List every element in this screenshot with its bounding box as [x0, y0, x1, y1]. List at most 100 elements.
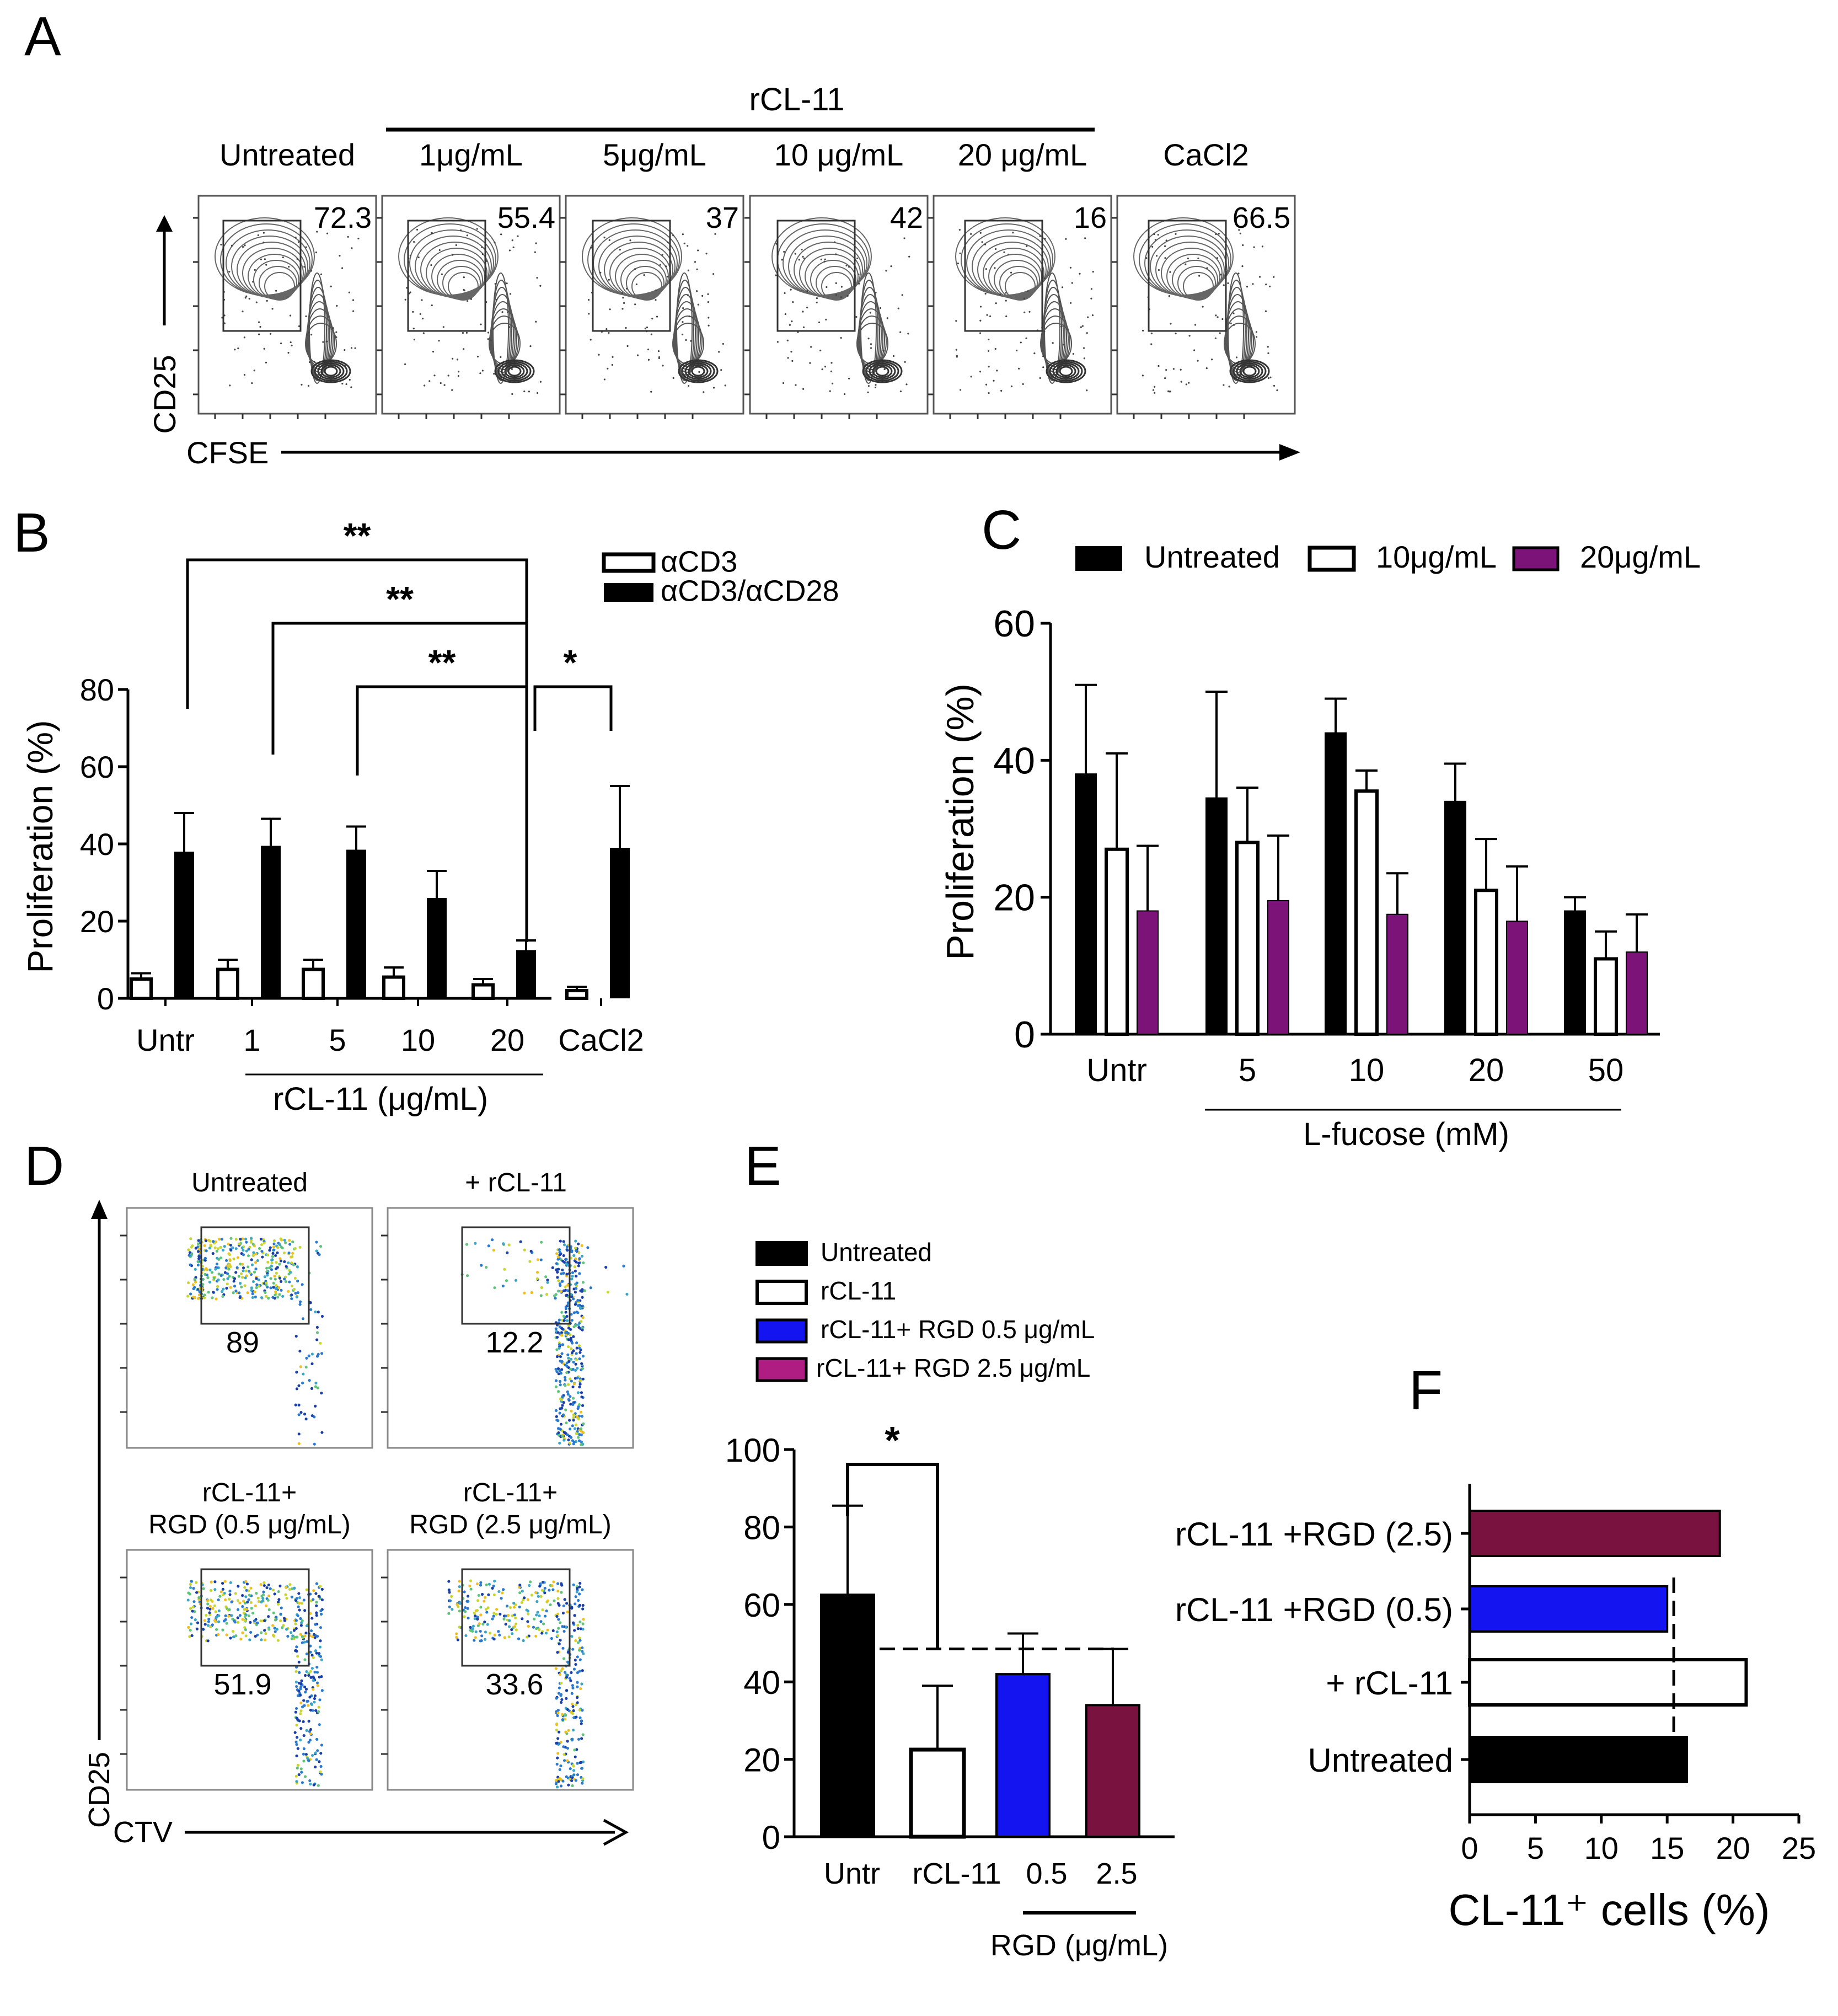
flow-dot [629, 239, 631, 242]
dot-plot-event [456, 1603, 459, 1606]
dot-plot-event [209, 1598, 213, 1602]
flow-dot [835, 253, 837, 255]
dot-plot-event [293, 1635, 296, 1639]
dot-plot-event [561, 1327, 564, 1330]
flow-dot [690, 340, 692, 342]
dot-plot-event [505, 1279, 508, 1282]
dot-plot-event [571, 1621, 575, 1624]
flow-dot [1216, 257, 1218, 259]
x-tick-label: 50 [1588, 1052, 1624, 1088]
dot-plot-event [309, 1650, 312, 1654]
flow-dot [1255, 336, 1258, 338]
flow-dot [1267, 352, 1269, 354]
dot-plot-event [575, 1341, 578, 1345]
dot-plot-event [281, 1626, 284, 1629]
dot-plot-event [251, 1292, 254, 1296]
dot-plot-event [558, 1603, 561, 1607]
legend-swatch-e-untreated [755, 1241, 808, 1266]
dot-plot-event [575, 1281, 578, 1285]
dot-plot-event [314, 1751, 317, 1755]
dot-plot-event [573, 1748, 576, 1752]
dot-plot-event [563, 1376, 567, 1379]
flow-dot [899, 390, 902, 393]
dot-plot-event [273, 1239, 276, 1242]
dot-plot-event [254, 1635, 257, 1638]
dot-plot-event [214, 1268, 217, 1271]
dot-plot-event [213, 1604, 216, 1607]
flow-dot [959, 252, 961, 254]
dot-plot-event [580, 1761, 583, 1764]
dot-plot-event [262, 1242, 266, 1245]
panel-letter-e: E [744, 1135, 781, 1197]
dot-plot-event [265, 1284, 268, 1287]
dot-plot-event [316, 1684, 319, 1687]
dot-plot-event [555, 1785, 559, 1789]
dot-plot-event [580, 1737, 583, 1740]
dot-plot-event [243, 1586, 247, 1589]
flow-dot [587, 299, 590, 301]
dot-plot-event [285, 1586, 288, 1589]
flow-dot [462, 332, 464, 334]
dot-plot-event [573, 1614, 576, 1617]
dot-plot-event [581, 1404, 585, 1407]
dot-plot-event [301, 1641, 304, 1644]
dot-plot-event [500, 1597, 503, 1600]
flow-dot [500, 233, 502, 236]
flow-dot [821, 368, 823, 371]
flow-dot [457, 375, 459, 377]
dot-plot-event [502, 1242, 505, 1245]
dot-plot-event [318, 1723, 321, 1726]
dot-plot-event [279, 1259, 283, 1263]
dot-plot-event [215, 1628, 218, 1631]
dot-plot-event [231, 1246, 234, 1249]
flow-dot [452, 254, 454, 256]
flow-dot [433, 375, 436, 377]
dot-plot-event [581, 1328, 584, 1331]
dot-plot-event [320, 1587, 324, 1591]
dot-plot-event [260, 1296, 264, 1300]
flow-dot [416, 228, 419, 231]
dot-plot-event [256, 1621, 259, 1624]
dot-plot-event [578, 1637, 581, 1640]
dot-plot-event [315, 1758, 318, 1761]
dot-plot-event [572, 1667, 576, 1671]
dot-plot-event [571, 1763, 575, 1767]
dot-plot-event [561, 1667, 564, 1670]
dot-plot-event [560, 1311, 564, 1314]
dot-plot-event [273, 1592, 276, 1596]
dot-plot-event [578, 1592, 581, 1596]
dot-plot-event [203, 1623, 207, 1626]
dot-plot-event [226, 1282, 229, 1286]
dot-plot-event [295, 1716, 298, 1720]
flow-dot [634, 268, 636, 270]
dot-plot-event [575, 1260, 578, 1264]
dot-plot-event [190, 1616, 194, 1619]
dot-plot-event [479, 1584, 483, 1587]
flow-dot [682, 307, 684, 309]
flow-dot [1158, 365, 1160, 367]
dot-plot-event [576, 1701, 579, 1704]
flow-dot [298, 282, 300, 285]
dot-plot-event [572, 1382, 576, 1386]
dot-plot-event [196, 1621, 200, 1624]
dot-plot-event [569, 1367, 572, 1371]
dot-plot-event [208, 1625, 212, 1628]
flow-dot [843, 393, 846, 395]
dot-plot-event [493, 1286, 496, 1290]
dot-plot-event [526, 1609, 530, 1613]
flow-dot [955, 320, 957, 322]
flow-dot [529, 345, 532, 347]
significance-label: ** [428, 643, 456, 682]
dot-plot-event [535, 1277, 539, 1280]
dot-plot-event [253, 1270, 256, 1274]
dot-plot-event [563, 1717, 567, 1721]
dot-plot-event [208, 1611, 211, 1614]
flow-dot [697, 303, 699, 306]
dot-plot-event [212, 1291, 215, 1294]
dot-plot-event [302, 1720, 305, 1723]
x-tick-label: 5 [1239, 1052, 1256, 1088]
flow-dot [297, 241, 300, 243]
dot-plot-event [556, 1752, 560, 1755]
